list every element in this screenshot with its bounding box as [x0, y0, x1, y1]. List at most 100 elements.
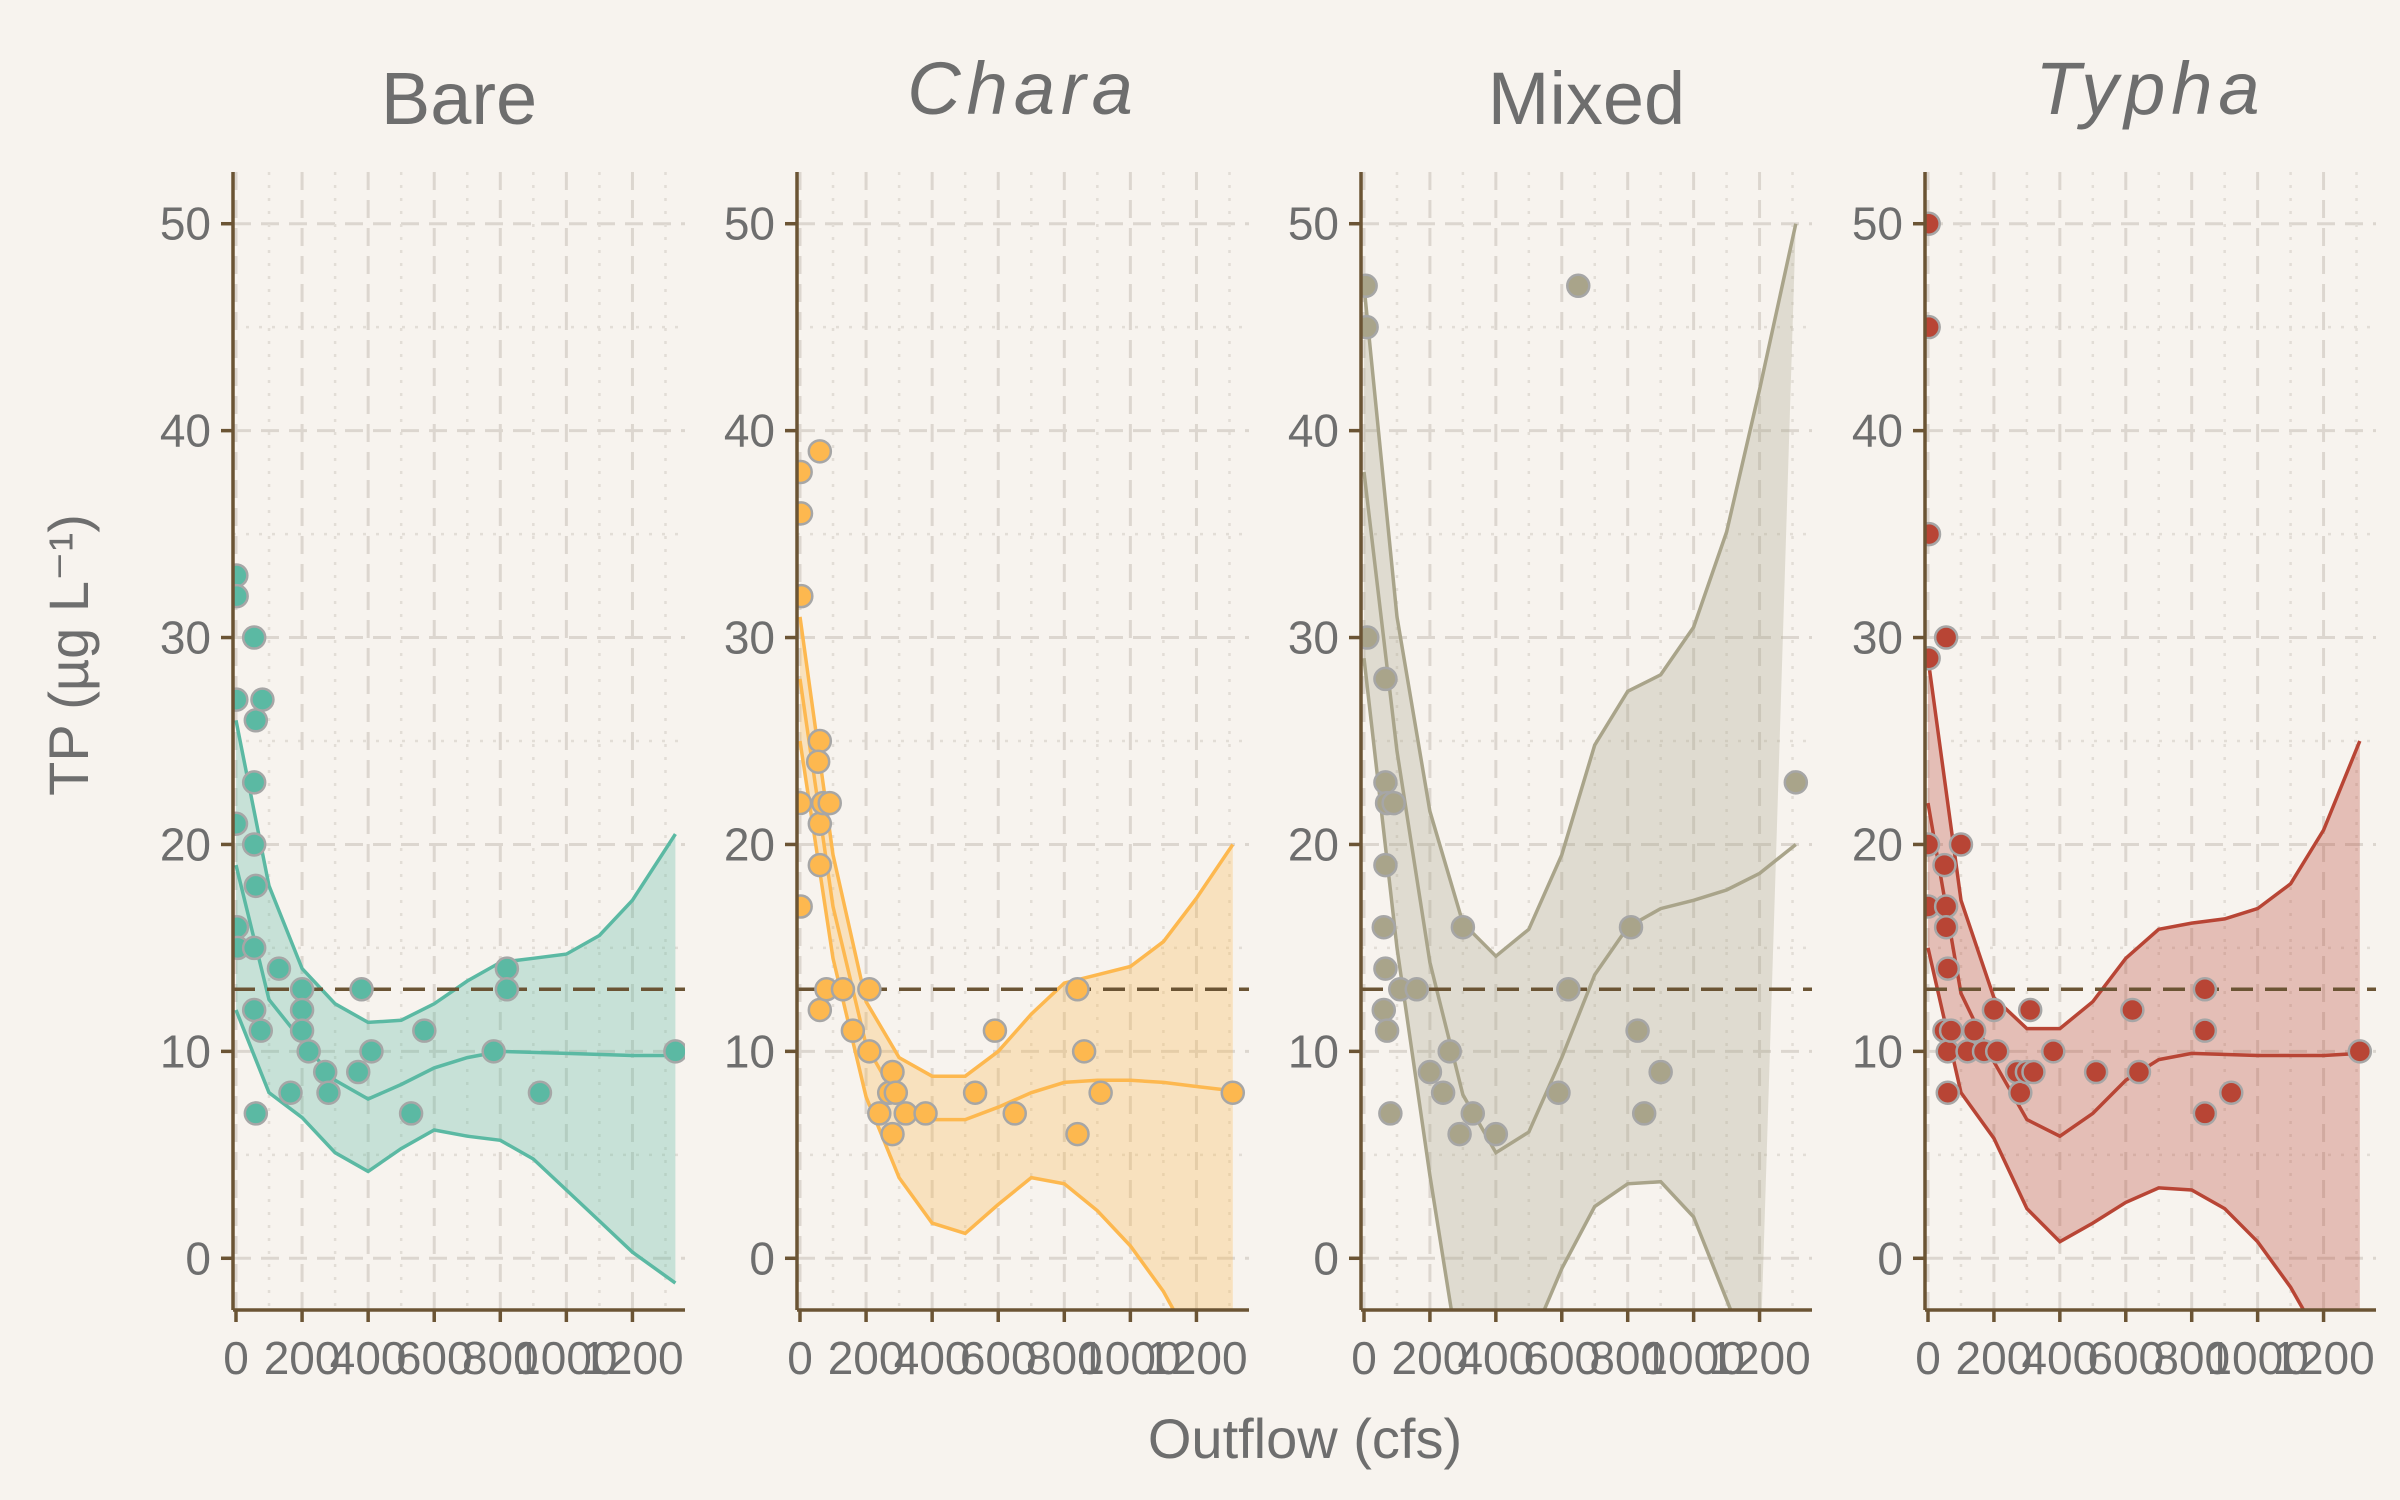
data-point — [797, 583, 814, 609]
band-lower-line — [1362, 658, 1733, 1310]
data-point — [880, 1059, 905, 1085]
band-lower-line — [1926, 947, 2306, 1310]
x-tick-label: 800 — [1589, 1332, 1666, 1384]
data-point — [2347, 1039, 2373, 1064]
y-tick-label: 40 — [724, 405, 775, 457]
data-point — [857, 977, 882, 1002]
data-points — [1925, 211, 2373, 1126]
data-point — [857, 1039, 882, 1064]
y-tick-label: 20 — [1852, 818, 1903, 870]
data-point — [1556, 977, 1581, 1002]
data-point — [1373, 666, 1398, 692]
x-tick-label: 800 — [462, 1332, 539, 1384]
data-point — [2126, 1059, 2152, 1085]
data-point — [982, 1018, 1008, 1043]
data-point — [962, 1080, 988, 1105]
data-point — [1631, 1101, 1657, 1126]
data-point — [241, 935, 267, 961]
data-point — [1460, 1101, 1486, 1126]
data-point — [1450, 914, 1476, 940]
data-point — [1220, 1080, 1246, 1105]
data-point — [1938, 1018, 1964, 1043]
x-tick-label: 0 — [1915, 1332, 1941, 1384]
data-point — [1933, 894, 1959, 919]
data-point — [349, 977, 374, 1002]
data-point — [398, 1101, 424, 1126]
data-point — [1002, 1101, 1027, 1126]
data-point — [233, 914, 250, 940]
data-point — [241, 997, 267, 1023]
x-tick-label: 1000 — [2206, 1332, 2308, 1384]
data-point — [807, 852, 833, 878]
x-tick-label: 1000 — [515, 1332, 617, 1384]
data-point — [1373, 770, 1398, 795]
data-point — [1961, 1018, 1987, 1043]
band-upper-line — [1362, 223, 1798, 959]
x-tick-label: 1200 — [581, 1332, 683, 1384]
data-point — [412, 1018, 437, 1043]
smooth-fit — [234, 719, 677, 1285]
data-point — [2008, 1080, 2033, 1105]
data-point — [289, 997, 315, 1023]
data-point — [830, 977, 856, 1002]
data-point — [278, 1080, 303, 1105]
data-point — [1437, 1039, 1462, 1064]
x-tick-label: 800 — [1026, 1332, 1103, 1384]
data-point — [1618, 914, 1644, 940]
data-point — [289, 977, 315, 1002]
data-point — [1981, 997, 2007, 1023]
x-tick-label: 0 — [787, 1332, 813, 1384]
data-point — [1932, 852, 1957, 878]
data-point — [233, 563, 249, 588]
data-point — [2083, 1059, 2109, 1085]
x-tick-label: 600 — [960, 1332, 1037, 1384]
data-point — [1948, 832, 1974, 857]
x-tick-label: 1000 — [1079, 1332, 1181, 1384]
y-tick-label: 10 — [160, 1025, 211, 1077]
facet-title: Mixed — [1488, 57, 1685, 140]
data-point — [1361, 625, 1380, 650]
data-point — [1933, 914, 1959, 940]
x-tick-label: 600 — [396, 1332, 473, 1384]
x-tick-label: 1000 — [1642, 1332, 1744, 1384]
y-tick-label: 40 — [1288, 405, 1339, 457]
data-point — [807, 728, 833, 754]
x-tick-label: 800 — [2153, 1332, 2230, 1384]
data-point — [241, 625, 267, 650]
data-point — [241, 832, 267, 857]
data-point — [1625, 1018, 1650, 1043]
y-tick-label: 50 — [160, 198, 211, 250]
data-point — [797, 501, 814, 526]
data-point — [1933, 625, 1959, 650]
x-tick-label: 200 — [264, 1332, 341, 1384]
band-upper-line — [234, 719, 677, 1025]
data-point — [797, 894, 813, 919]
confidence-band — [1928, 658, 2360, 1310]
data-point — [2041, 1039, 2066, 1064]
data-point — [867, 1101, 892, 1126]
y-tick-label: 0 — [185, 1232, 211, 1284]
facet-title: Chara — [907, 47, 1139, 130]
data-point — [807, 439, 833, 464]
confidence-band — [1364, 223, 1796, 1310]
y-tick-label: 50 — [724, 198, 775, 250]
x-tick-label: 0 — [223, 1332, 249, 1384]
y-tick-label: 10 — [1852, 1025, 1903, 1077]
data-point — [266, 956, 292, 981]
data-point — [1925, 314, 1941, 340]
data-point — [1371, 914, 1397, 940]
data-point — [1925, 521, 1942, 547]
smooth-fit — [1362, 223, 1798, 1310]
data-point — [481, 1039, 506, 1064]
data-point — [807, 997, 833, 1023]
x-tick-label: 400 — [894, 1332, 971, 1384]
data-point — [913, 1101, 938, 1126]
data-point — [2219, 1080, 2244, 1105]
data-point — [248, 1018, 274, 1043]
data-point — [2192, 977, 2218, 1002]
data-point — [1483, 1121, 1509, 1147]
x-tick-label: 200 — [828, 1332, 905, 1384]
y-tick-label: 0 — [749, 1232, 775, 1284]
fit-line — [1362, 471, 1797, 1156]
